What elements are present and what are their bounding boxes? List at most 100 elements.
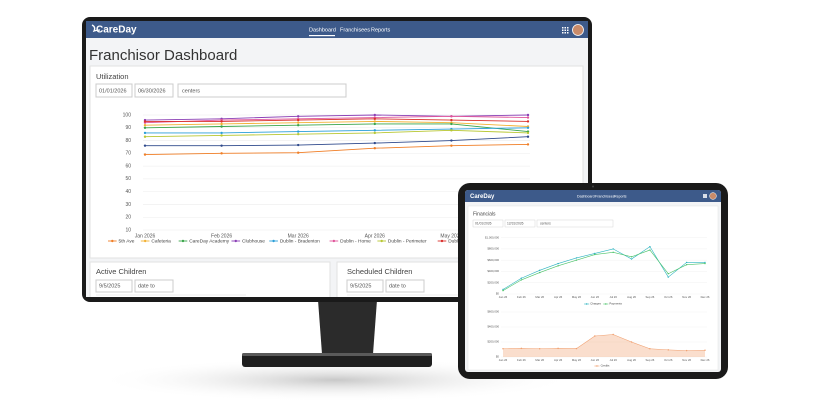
- date-input[interactable]: [472, 219, 504, 228]
- brand[interactable]: CareDay: [470, 194, 495, 200]
- apps-icon[interactable]: [562, 27, 569, 34]
- nav-item[interactable]: Reports: [371, 27, 391, 33]
- data-point: [373, 120, 376, 123]
- legend-marker: [332, 239, 336, 243]
- top-bar: [465, 190, 721, 202]
- x-tick-label: Sep 26: [645, 358, 654, 362]
- data-point: [520, 277, 523, 279]
- data-point: [539, 271, 541, 274]
- select-input[interactable]: [177, 83, 347, 98]
- x-tick-label: Jan 26: [499, 358, 508, 362]
- y-tick-label: 100: [123, 112, 132, 118]
- data-point: [526, 120, 530, 123]
- y-tick-label: 50: [125, 176, 131, 182]
- series-line: [144, 120, 529, 127]
- series-line: [145, 118, 529, 122]
- data-point: [143, 153, 147, 156]
- avatar[interactable]: [572, 24, 584, 36]
- y-tick-label: $400,000: [487, 269, 499, 273]
- series-line: [145, 136, 529, 147]
- data-point: [450, 139, 453, 142]
- data-point: [143, 131, 147, 135]
- input-text: date to: [389, 283, 406, 289]
- data-point: [143, 126, 147, 129]
- data-point: [373, 113, 376, 117]
- legend-label: Dublin - Home: [340, 238, 371, 244]
- legend-marker: [272, 239, 275, 243]
- select-input[interactable]: [536, 219, 614, 228]
- data-point: [297, 124, 300, 127]
- data-point: [649, 245, 651, 248]
- data-point: [526, 126, 530, 129]
- data-point: [502, 289, 504, 292]
- x-tick-label: Jul 26: [609, 358, 617, 362]
- data-point: [526, 143, 530, 146]
- nav-item[interactable]: Dashboard: [309, 27, 336, 33]
- x-tick-label: Sep 26: [645, 295, 654, 299]
- data-point: [575, 257, 578, 259]
- legend-marker: [234, 239, 237, 243]
- camera: [592, 185, 594, 188]
- y-tick-label: 20: [125, 215, 131, 221]
- y-tick-label: $800,000: [487, 247, 499, 251]
- data-point: [612, 251, 614, 253]
- legend-label: 5th Ave: [119, 238, 135, 244]
- apps-icon[interactable]: [703, 194, 707, 198]
- date-input[interactable]: [95, 279, 133, 293]
- legend-marker: [585, 303, 588, 305]
- data-point: [612, 333, 614, 336]
- tablet-screen: CareDay Dashboard Franchisees Reports Fi…: [465, 190, 721, 372]
- x-tick-label: Apr 26: [554, 295, 563, 299]
- data-point: [526, 116, 530, 119]
- input-text: 12/31/2026: [507, 222, 524, 226]
- x-tick-label: Oct 26: [664, 358, 673, 362]
- x-tick-label: Jan 26: [499, 295, 508, 299]
- input-text: 06/30/2026: [138, 88, 166, 94]
- date-input[interactable]: [95, 83, 133, 98]
- x-tick-label: Mar 26: [535, 358, 544, 362]
- date-input[interactable]: [134, 83, 174, 98]
- series-line: [144, 115, 529, 124]
- date-input[interactable]: [346, 279, 384, 293]
- shadow: [95, 358, 575, 402]
- data-point: [539, 269, 541, 272]
- data-point: [220, 122, 223, 126]
- brand[interactable]: CareDay: [96, 25, 137, 36]
- input-text: centers: [182, 88, 200, 94]
- page-title: Franchisor Dashboard: [89, 47, 237, 64]
- series-line: [502, 246, 705, 290]
- date-input[interactable]: [385, 279, 425, 293]
- logo: [91, 24, 101, 33]
- legend-marker: [143, 239, 147, 243]
- nav-item[interactable]: Franchisees: [340, 27, 370, 33]
- legend-label: Clubhouse: [242, 238, 265, 244]
- card-title: Utilization: [96, 72, 129, 81]
- avatar[interactable]: [709, 192, 717, 200]
- data-point: [557, 347, 559, 350]
- financials-card: [467, 205, 719, 371]
- data-point: [575, 347, 578, 350]
- data-point: [143, 135, 147, 138]
- data-point: [220, 144, 223, 147]
- x-tick-label: Jun 26: [591, 358, 600, 362]
- data-point: [297, 115, 300, 118]
- input-text: date to: [138, 283, 155, 289]
- series-line: [144, 123, 529, 133]
- nav-item[interactable]: Reports: [614, 194, 627, 198]
- data-point: [143, 144, 147, 147]
- x-tick-label: Dec 26: [701, 358, 710, 362]
- legend-label: Credits: [601, 364, 610, 368]
- data-point: [630, 341, 633, 343]
- data-point: [450, 129, 453, 132]
- nav-item[interactable]: Dashboard: [577, 194, 595, 198]
- nav-active-underline: [309, 35, 335, 37]
- input-text: centers: [540, 222, 551, 226]
- data-point: [220, 125, 223, 128]
- data-point: [526, 135, 530, 138]
- nav-item[interactable]: Franchisees: [595, 194, 615, 198]
- y-tick-label: $200,000: [487, 340, 499, 344]
- date-input[interactable]: [504, 219, 536, 228]
- data-point: [557, 265, 559, 267]
- date-input[interactable]: [134, 279, 174, 293]
- data-point: [297, 143, 300, 147]
